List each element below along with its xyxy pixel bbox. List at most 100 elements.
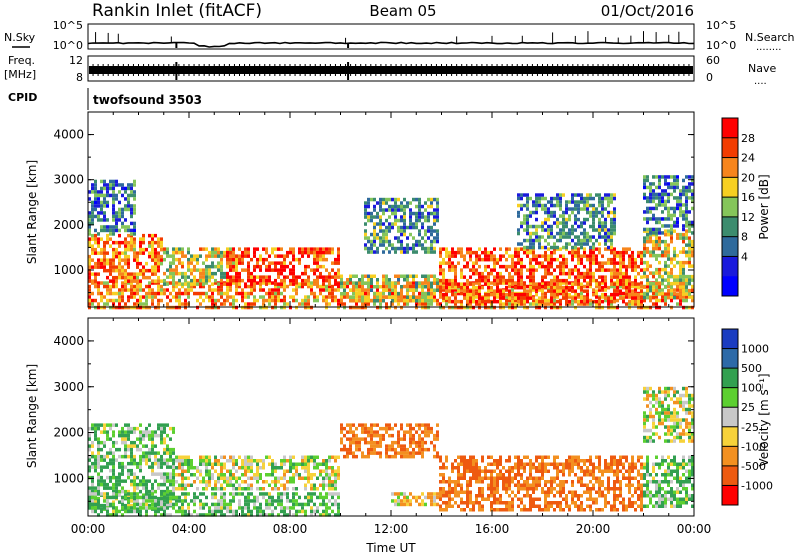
range-gate-cell	[400, 285, 403, 289]
range-gate-cell	[100, 468, 103, 473]
range-gate-cell	[328, 476, 331, 480]
range-gate-cell	[643, 192, 646, 197]
range-gate-cell	[301, 476, 304, 480]
range-gate-cell	[679, 199, 682, 204]
range-gate-cell	[271, 250, 274, 255]
range-gate-cell	[643, 217, 646, 221]
range-gate-cell	[553, 295, 556, 299]
range-gate-cell	[529, 235, 532, 239]
range-gate-cell	[685, 206, 688, 211]
range-gate-cell	[184, 492, 187, 496]
range-gate-cell	[643, 210, 646, 214]
range-gate-cell	[388, 295, 391, 299]
range-gate-cell	[106, 240, 109, 245]
range-gate-cell	[178, 302, 181, 306]
range-gate-cell	[121, 288, 124, 292]
range-gate-cell	[547, 261, 550, 265]
range-gate-cell	[274, 305, 277, 310]
range-gate-cell	[508, 296, 511, 300]
range-gate-cell	[205, 469, 208, 473]
range-gate-cell	[523, 264, 526, 269]
range-gate-cell	[685, 185, 688, 190]
range-gate-cell	[211, 295, 214, 299]
range-gate-cell	[562, 193, 565, 197]
range-gate-cell	[640, 281, 643, 285]
range-gate-cell	[247, 264, 250, 269]
range-gate-cell	[106, 451, 109, 455]
range-gate-cell	[328, 302, 331, 306]
range-gate-cell	[109, 461, 112, 466]
range-gate-cell	[553, 203, 556, 208]
range-gate-cell	[154, 454, 157, 459]
range-gate-cell	[550, 224, 553, 229]
range-gate-cell	[670, 298, 673, 303]
range-gate-cell	[202, 492, 205, 496]
range-gate-cell	[406, 284, 409, 289]
range-gate-cell	[322, 295, 325, 299]
range-gate-cell	[163, 482, 166, 487]
range-gate-cell	[217, 282, 220, 286]
range-gate-cell	[184, 509, 187, 514]
range-gate-cell	[232, 476, 235, 480]
range-gate-cell	[583, 203, 586, 208]
range-gate-cell	[589, 193, 592, 197]
range-gate-cell	[265, 247, 268, 251]
range-gate-cell	[643, 246, 646, 251]
range-gate-cell	[493, 261, 496, 265]
range-gate-cell	[106, 251, 109, 255]
range-gate-cell	[667, 281, 670, 286]
range-gate-cell	[568, 228, 571, 232]
range-gate-cell	[130, 444, 133, 448]
range-gate-cell	[91, 204, 94, 208]
range-gate-cell	[670, 217, 673, 221]
range-gate-cell	[658, 203, 661, 207]
range-gate-cell	[247, 487, 250, 491]
range-gate-cell	[118, 207, 121, 212]
range-gate-cell	[355, 305, 358, 310]
range-gate-cell	[322, 278, 325, 283]
range-gate-cell	[598, 193, 601, 197]
range-gate-cell	[598, 250, 601, 255]
range-gate-cell	[601, 200, 604, 204]
range-gate-cell	[262, 295, 265, 299]
range-gate-cell	[385, 281, 388, 285]
range-gate-cell	[295, 469, 298, 473]
range-gate-cell	[307, 476, 310, 480]
range-gate-cell	[259, 305, 262, 310]
range-gate-cell	[97, 265, 100, 269]
range-gate-cell	[580, 245, 583, 250]
range-gate-cell	[391, 295, 394, 299]
range-gate-cell	[403, 295, 406, 299]
range-gate-cell	[103, 251, 106, 255]
range-gate-cell	[244, 480, 247, 484]
range-gate-cell	[541, 224, 544, 229]
range-gate-cell	[241, 487, 244, 491]
range-gate-cell	[541, 284, 544, 289]
range-gate-cell	[364, 211, 367, 216]
range-gate-cell	[211, 264, 214, 269]
range-gate-cell	[178, 499, 181, 503]
range-gate-cell	[610, 221, 613, 225]
range-gate-cell	[223, 250, 226, 255]
range-gate-cell	[619, 268, 622, 272]
range-gate-cell	[688, 257, 691, 261]
range-gate-cell	[115, 447, 118, 452]
range-gate-cell	[586, 203, 589, 208]
range-gate-cell	[679, 298, 682, 303]
range-gate-cell	[154, 502, 157, 507]
range-gate-cell	[448, 264, 451, 269]
range-gate-cell	[508, 305, 511, 310]
range-gate-cell	[481, 302, 484, 306]
range-gate-cell	[133, 489, 136, 494]
range-gate-cell	[379, 218, 382, 223]
range-gate-cell	[112, 506, 115, 510]
range-gate-cell	[235, 288, 238, 292]
range-gate-cell	[406, 299, 409, 303]
range-gate-cell	[298, 282, 301, 286]
range-gate-cell	[100, 291, 103, 296]
range-gate-cell	[310, 281, 313, 285]
range-gate-cell	[271, 291, 274, 296]
range-gate-cell	[145, 433, 148, 438]
range-gate-cell	[178, 295, 181, 299]
range-gate-cell	[211, 298, 214, 303]
